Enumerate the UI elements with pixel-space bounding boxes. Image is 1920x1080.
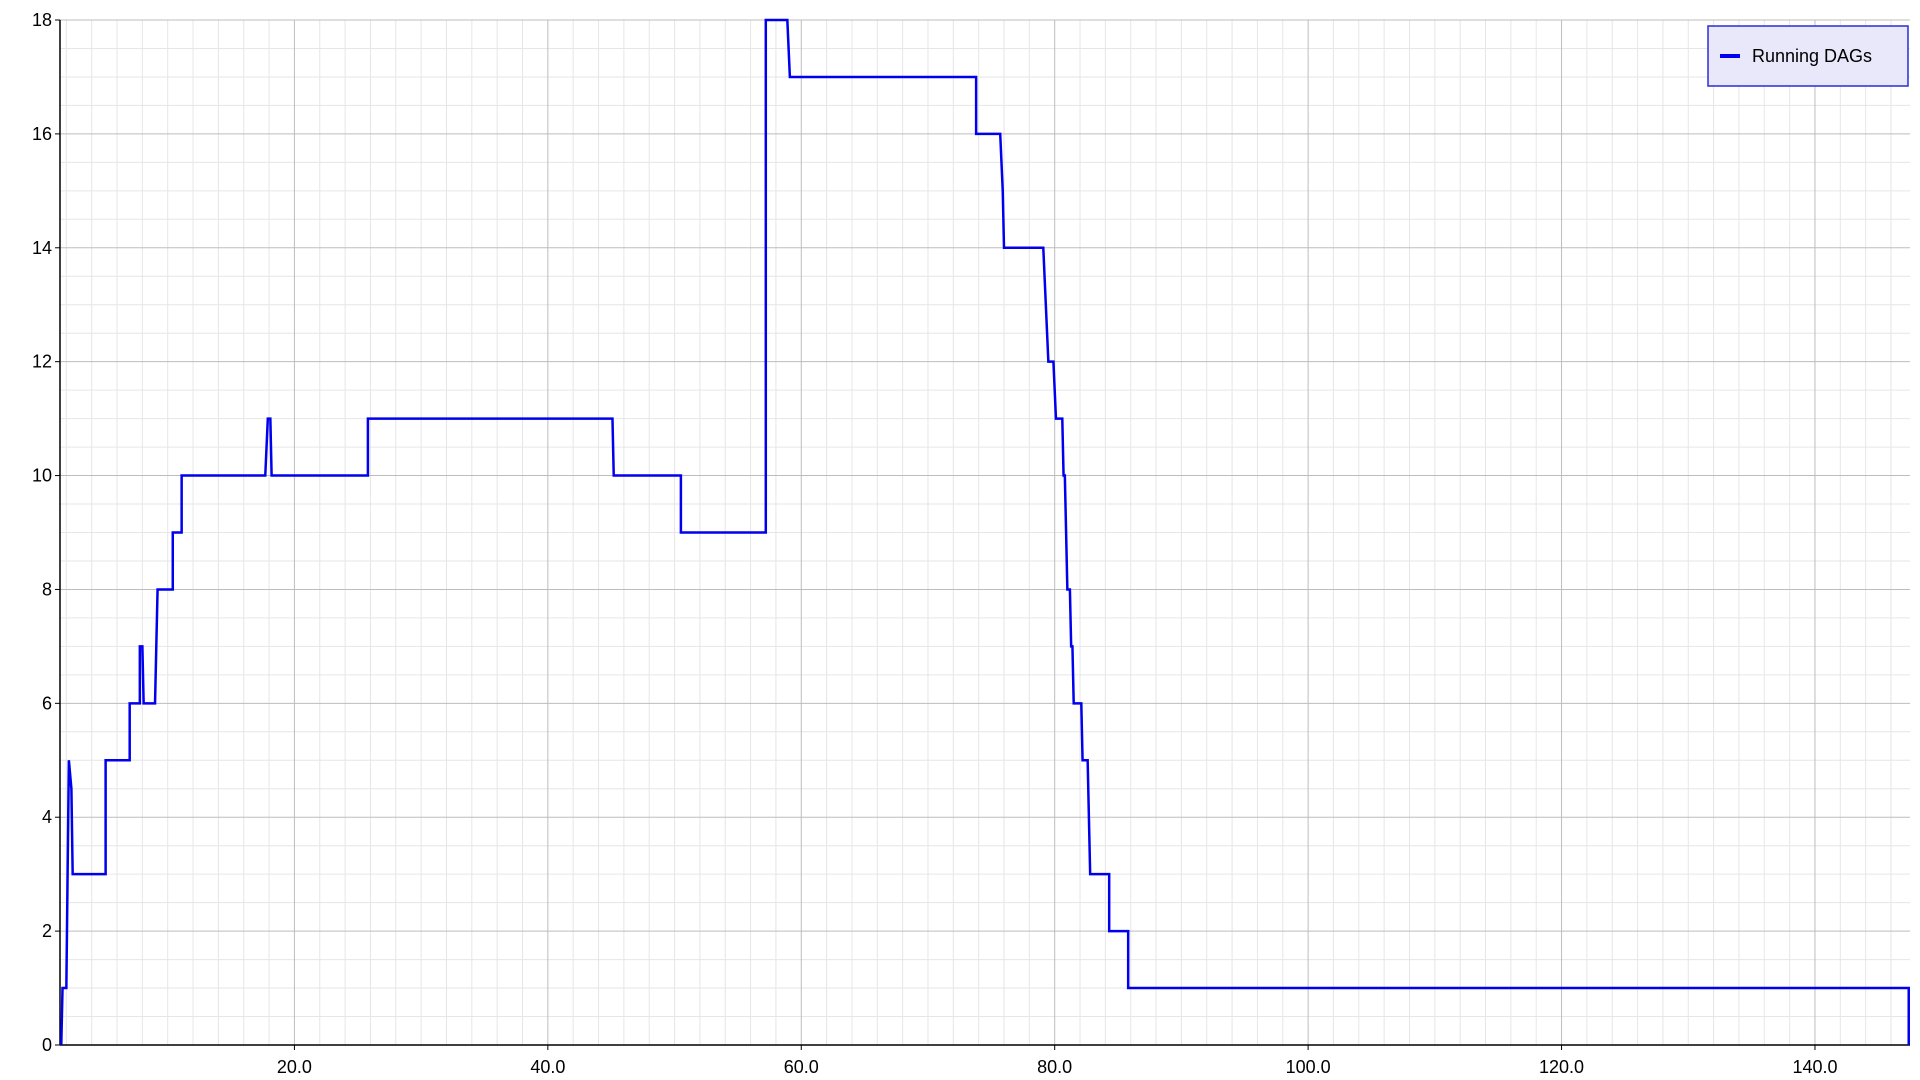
x-tick-label: 20.0 bbox=[277, 1057, 312, 1077]
y-tick-label: 16 bbox=[32, 124, 52, 144]
x-tick-label: 40.0 bbox=[530, 1057, 565, 1077]
axes bbox=[55, 19, 1910, 1050]
legend-label: Running DAGs bbox=[1752, 46, 1872, 66]
y-tick-labels: 0 2 4 6 8 10 12 14 16 18 bbox=[32, 10, 52, 1055]
x-tick-label: 60.0 bbox=[784, 1057, 819, 1077]
minor-grid bbox=[60, 20, 1910, 1045]
y-tick-label: 4 bbox=[42, 807, 52, 827]
x-tick-labels: 20.0 40.0 60.0 80.0 100.0 120.0 140.0 bbox=[277, 1057, 1838, 1077]
x-tick-label: 80.0 bbox=[1037, 1057, 1072, 1077]
y-tick-label: 2 bbox=[42, 921, 52, 941]
y-tick-label: 12 bbox=[32, 352, 52, 372]
y-tick-label: 8 bbox=[42, 579, 52, 599]
series-layer bbox=[60, 18, 1910, 1046]
y-tick-label: 18 bbox=[32, 10, 52, 30]
x-tick-label: 120.0 bbox=[1539, 1057, 1584, 1077]
y-tick-label: 10 bbox=[32, 466, 52, 486]
x-tick-label: 140.0 bbox=[1792, 1057, 1837, 1077]
x-tick-label: 100.0 bbox=[1286, 1057, 1331, 1077]
legend: Running DAGs bbox=[1707, 25, 1909, 87]
y-tick-label: 6 bbox=[42, 693, 52, 713]
series-line-running-dags bbox=[60, 18, 1910, 1046]
legend-box bbox=[1707, 25, 1909, 87]
y-tick-label: 14 bbox=[32, 238, 52, 258]
y-tick-label: 0 bbox=[42, 1035, 52, 1055]
